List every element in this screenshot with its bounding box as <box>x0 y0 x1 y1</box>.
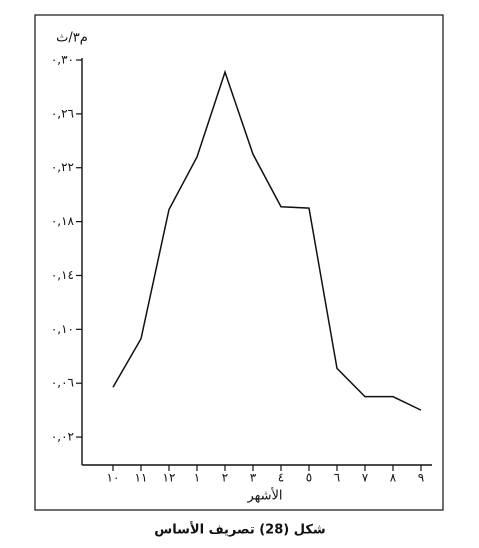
y-tick-label: ٠,٢٢ <box>51 160 74 174</box>
y-tick-label: ٠,٢٦ <box>51 106 74 120</box>
x-tick-label: ٣ <box>250 471 257 485</box>
x-tick-label: ١ <box>194 471 200 485</box>
y-tick-label: ٠,١٠ <box>51 322 74 336</box>
x-tick-label: ١٠ <box>107 471 120 485</box>
x-tick-label: ٥ <box>306 471 312 485</box>
y-tick-label: ٠,١٤ <box>51 268 74 282</box>
x-tick-label: ٦ <box>334 471 340 485</box>
y-unit-label: م٣/ث <box>56 31 88 46</box>
caption: شكل (28) تصريف الأساس <box>154 521 325 538</box>
y-tick-label: ٠,٣٠ <box>51 53 74 67</box>
x-tick-label: ٤ <box>278 471 284 485</box>
x-tick-label: ١١ <box>135 471 148 485</box>
x-tick-label: ٨ <box>390 471 397 485</box>
y-tick-label: ٠,٠٢ <box>51 430 74 444</box>
y-tick-label: ٠,١٨ <box>51 214 75 228</box>
frame <box>34 14 444 511</box>
x-tick-label: ٢ <box>222 471 228 485</box>
x-tick-label: ١٢ <box>163 471 176 485</box>
y-tick-label: ٠,٠٦ <box>51 376 74 390</box>
x-axis-label: الأشهر <box>246 487 282 504</box>
x-tick-label: ٧ <box>362 471 369 485</box>
x-tick-label: ٩ <box>418 471 424 485</box>
data-line <box>112 69 422 411</box>
